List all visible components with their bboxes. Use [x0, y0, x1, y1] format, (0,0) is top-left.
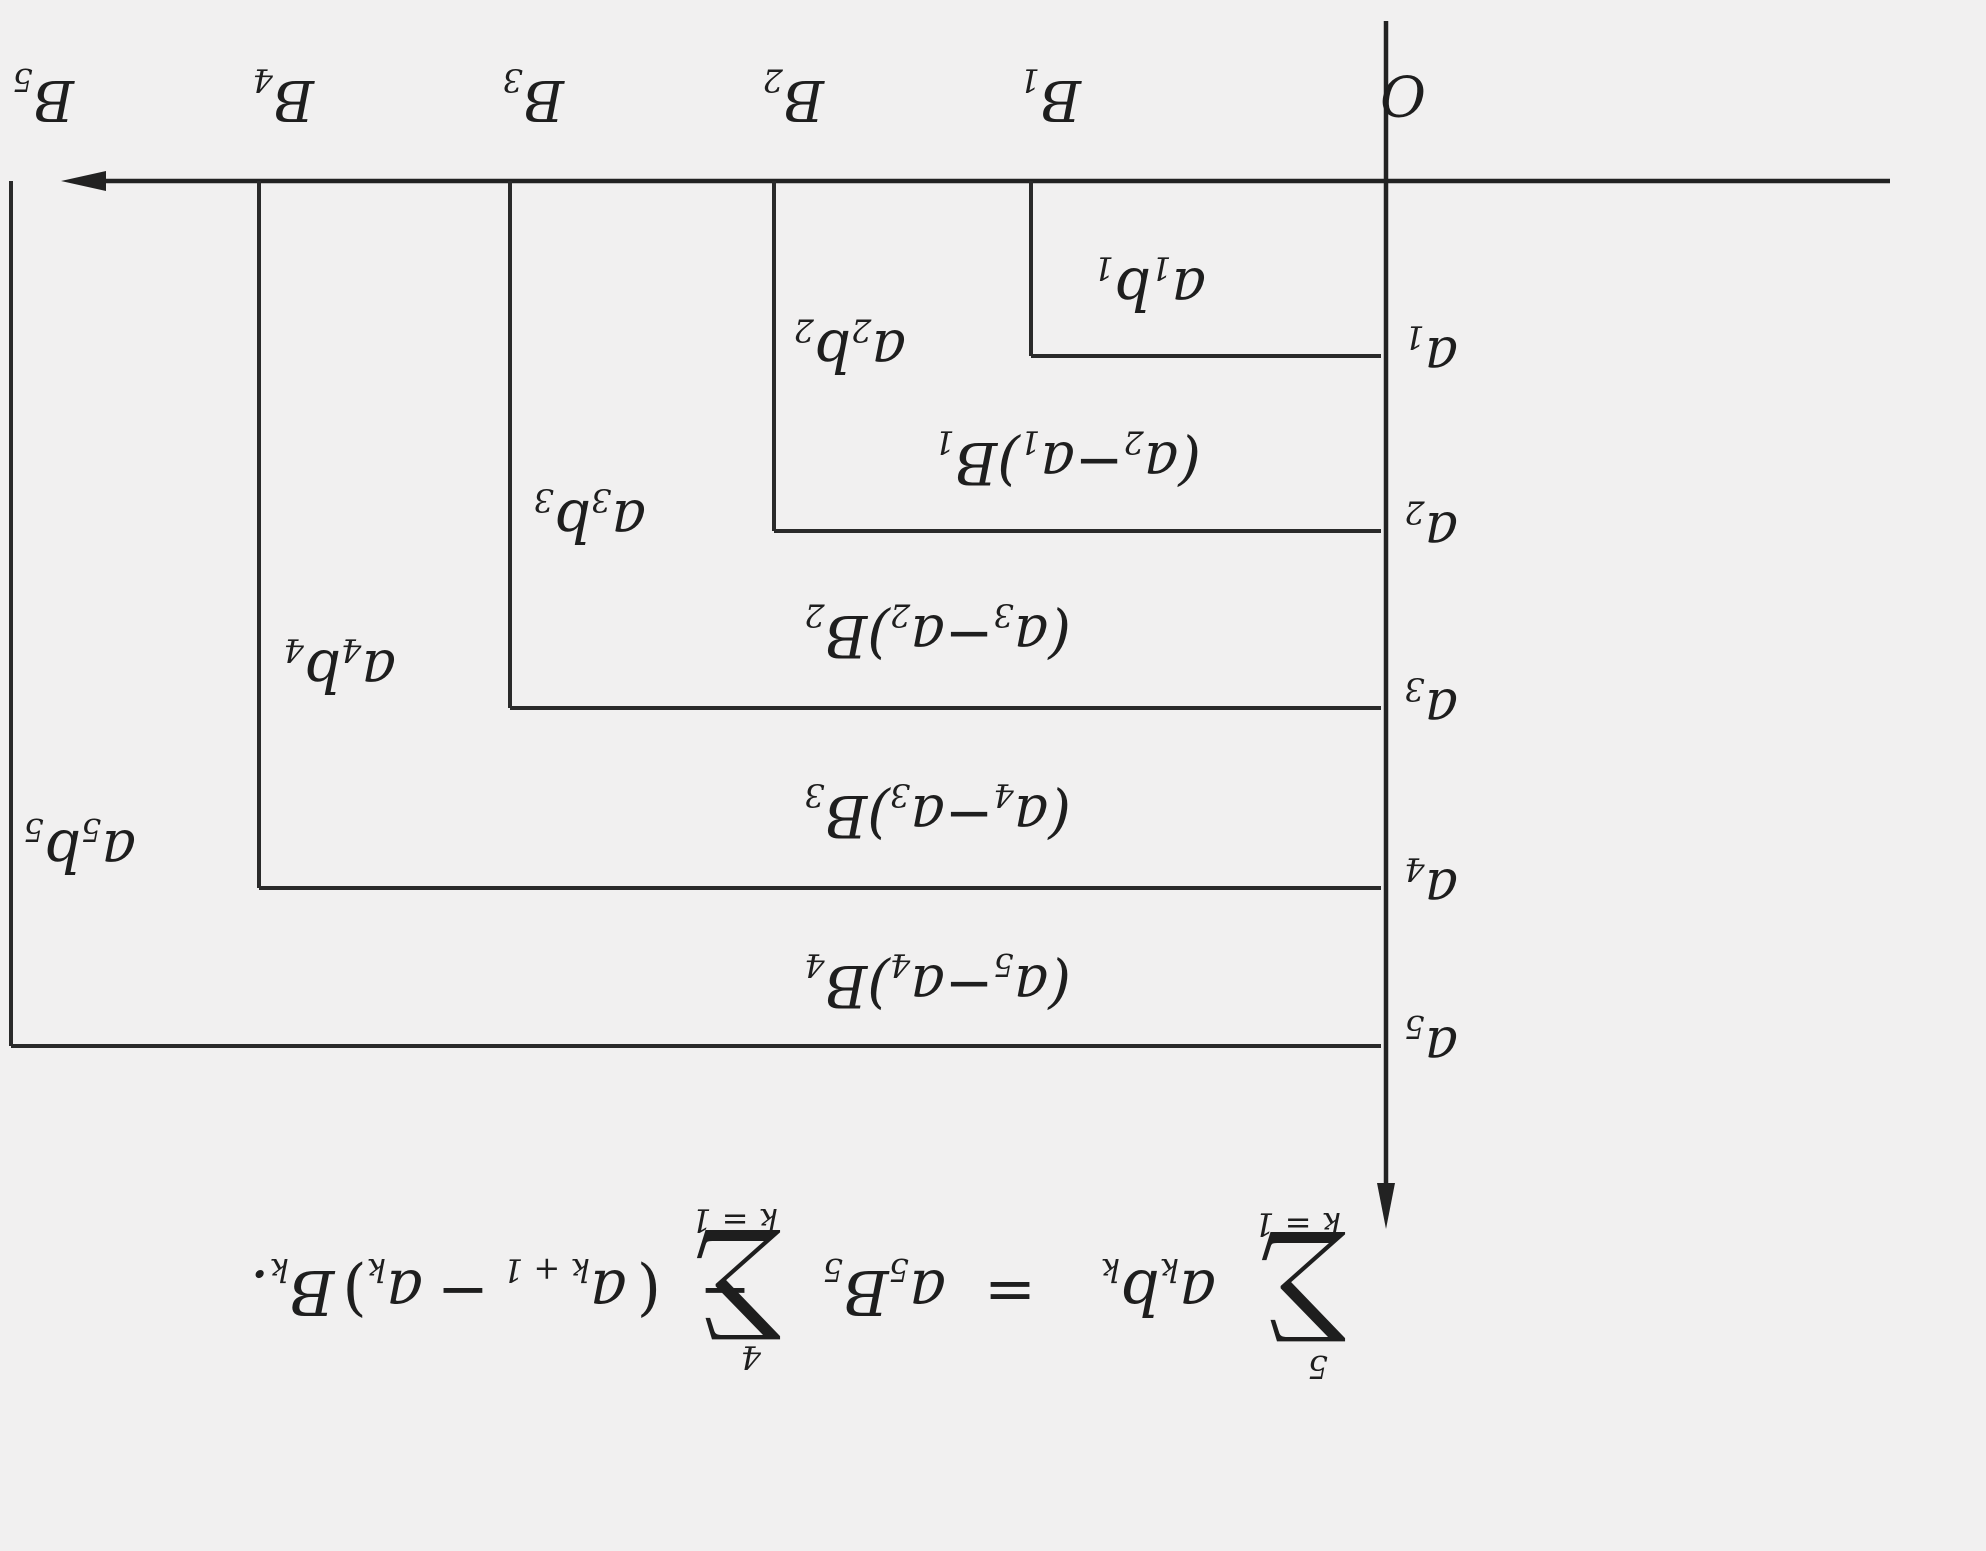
equals-sign: =	[984, 1256, 1036, 1329]
cell-a3b3: a3b3	[534, 481, 646, 555]
summation-formula: 5 ∑ k = 1 akbk = a5B5 − 4 ∑ k = 1 (ak + …	[250, 1201, 1346, 1386]
a-axis-label-3: a3	[1404, 670, 1458, 741]
a-axis-label-2: a2	[1404, 493, 1458, 564]
b-axis-label-2: B2	[762, 61, 825, 132]
cell-diff-row-1: (a2−a1)B1	[934, 423, 1201, 497]
sum2-bottom: k = 1	[691, 1201, 778, 1239]
b-axis-label-1: B1	[1019, 61, 1082, 132]
b-axis-label-4: B4	[252, 61, 315, 132]
cell-diff-row-4: (a5−a4)B4	[804, 946, 1071, 1020]
b-axis-label-5: B5	[12, 61, 75, 132]
term-a5-b5: a5B5	[823, 1251, 946, 1329]
column-cell-labels: a1b1 a2b2 a3b3 a4b4 a5b5	[24, 249, 1206, 885]
a-axis-label-5: a5	[1404, 1008, 1458, 1079]
b-axis-label-3: B3	[502, 61, 565, 132]
cell-a1b1: a1b1	[1094, 249, 1206, 323]
origin-label: O	[1380, 62, 1426, 127]
sum2-top: 4	[741, 1338, 762, 1376]
a-axis-labels: a1 a2 a3 a4 a5	[1404, 318, 1458, 1079]
cell-diff-row-3: (a4−a3)B3	[804, 776, 1071, 850]
sigma-1-icon: ∑	[1260, 1226, 1346, 1365]
b-axis-labels: B1 B2 B3 B4 B5	[12, 61, 1082, 132]
sum1-top: 5	[1308, 1348, 1328, 1386]
cell-a2b2: a2b2	[794, 311, 906, 385]
cell-a5b5: a5b5	[24, 811, 136, 885]
sum1-bottom: k = 1	[1254, 1205, 1341, 1243]
minus-sign: −	[699, 1256, 751, 1329]
a-axis-label-1: a1	[1404, 318, 1458, 389]
term-difference-bk: (ak + 1−ak)Bk.	[250, 1251, 661, 1329]
a-axis-label-4: a4	[1404, 850, 1458, 921]
sigma-2-icon: ∑	[695, 1224, 781, 1363]
cell-a4b4: a4b4	[284, 631, 396, 705]
term-a-k: akbk	[1101, 1251, 1216, 1329]
a-axis-arrow-icon	[1377, 1183, 1395, 1229]
cell-diff-row-2: (a3−a2)B2	[804, 596, 1071, 670]
row-cell-labels: (a2−a1)B1 (a3−a2)B2 (a4−a3)B3 (a5−a4)B4	[804, 423, 1201, 1020]
b-axis-arrow-icon	[61, 171, 106, 191]
